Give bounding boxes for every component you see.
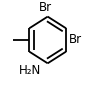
Text: Br: Br xyxy=(69,33,83,46)
Text: Br: Br xyxy=(39,1,52,14)
Text: H₂N: H₂N xyxy=(19,64,42,77)
